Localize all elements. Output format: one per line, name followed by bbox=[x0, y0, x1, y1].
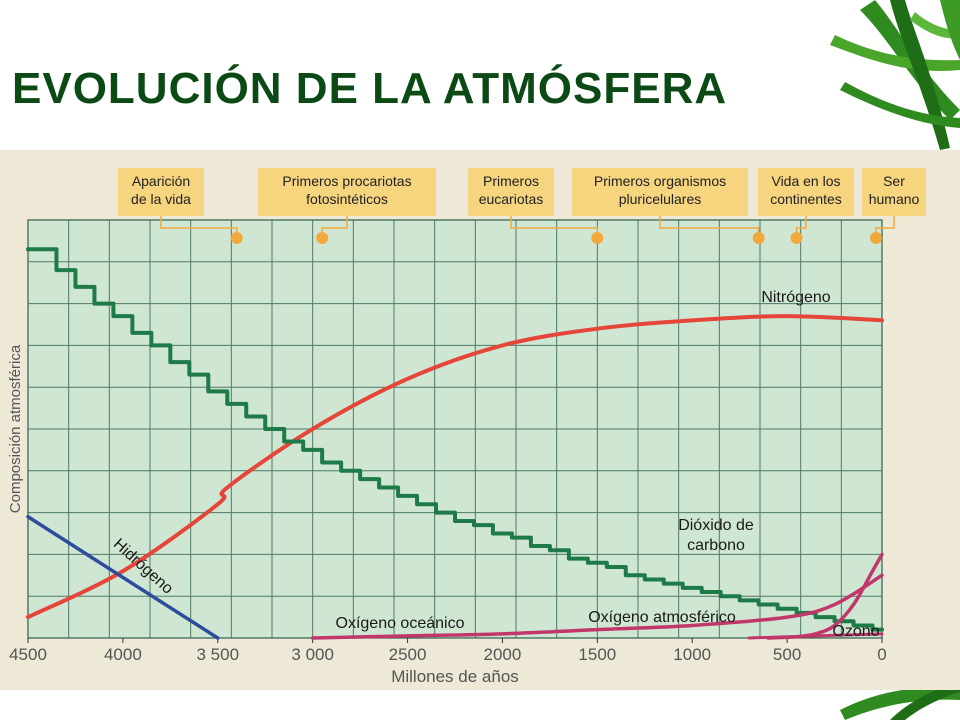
label-carbon-dioxide: Dióxido de carbono bbox=[678, 517, 754, 554]
grid bbox=[28, 220, 882, 638]
plot-border bbox=[27, 219, 883, 639]
x-tick-label: 3 500 bbox=[197, 645, 240, 664]
event-box bbox=[758, 168, 854, 216]
event-box bbox=[862, 168, 926, 216]
event-label: Vida en los continentes bbox=[770, 173, 842, 207]
event-life-on-land: Vida en los continentes bbox=[758, 168, 854, 244]
series-oceanic-oxygen bbox=[310, 573, 884, 640]
label-oceanic-oxygen: Oxígeno oceánico bbox=[336, 615, 465, 632]
event-box bbox=[572, 168, 748, 216]
y-axis-label: Composición atmosférica bbox=[7, 344, 24, 513]
event-box bbox=[468, 168, 554, 216]
x-axis-label: Millones de años bbox=[391, 667, 519, 686]
event-label: Aparición de la vida bbox=[131, 173, 191, 207]
event-marker bbox=[591, 232, 604, 244]
event-marker bbox=[316, 232, 329, 244]
bamboo-leaves-bottom-right bbox=[840, 680, 960, 720]
event-connector bbox=[510, 216, 599, 236]
event-marker bbox=[790, 232, 803, 244]
series-hydrogen bbox=[26, 515, 220, 640]
event-box bbox=[258, 168, 436, 216]
event-first-photosynthetic-prokaryotes: Primeros procariotas fotosintéticos bbox=[258, 168, 436, 244]
label-ozone: Ozono bbox=[832, 623, 879, 640]
x-tick-label: 1500 bbox=[578, 645, 616, 664]
event-marker bbox=[230, 232, 243, 244]
x-tick-label: 2000 bbox=[484, 645, 522, 664]
event-box bbox=[118, 168, 204, 216]
event-human: Ser humano bbox=[862, 168, 926, 244]
event-connector bbox=[321, 216, 348, 236]
series-ozone bbox=[747, 632, 884, 640]
event-connector bbox=[160, 216, 238, 236]
event-first-multicellular: Primeros organismos pluricelulares bbox=[572, 168, 765, 244]
x-tick-label: 4500 bbox=[9, 645, 47, 664]
event-label: Primeros eucariotas bbox=[479, 173, 544, 207]
x-tick-label: 3 000 bbox=[291, 645, 334, 664]
x-tick-label: 500 bbox=[773, 645, 801, 664]
event-marker bbox=[752, 232, 765, 244]
series-carbon-dioxide bbox=[26, 247, 884, 632]
event-label: Primeros procariotas fotosintéticos bbox=[282, 173, 411, 207]
x-tick-label: 0 bbox=[877, 645, 886, 664]
label-atmospheric-oxygen: Oxígeno atmosférico bbox=[588, 609, 736, 626]
x-tick-label: 4000 bbox=[104, 645, 142, 664]
label-nitrogen: Nitrógeno bbox=[761, 289, 830, 306]
bamboo-leaves-top-right bbox=[830, 0, 960, 150]
x-tick-label: 1000 bbox=[673, 645, 711, 664]
atmosphere-evolution-chart: 4500 4000 3 500 3 000 2500 2000 1500 1000 500 0 Mi… bbox=[0, 150, 960, 690]
series-nitrogen bbox=[26, 314, 884, 620]
event-origin-of-life: Aparición de la vida bbox=[118, 168, 243, 244]
event-connector bbox=[659, 216, 760, 236]
event-marker bbox=[870, 232, 882, 244]
event-first-eukaryotes: Primeros eucariotas bbox=[468, 168, 604, 244]
event-label: Ser humano bbox=[869, 173, 920, 207]
slide-title: EVOLUCIÓN DE LA ATMÓSFERA bbox=[12, 64, 728, 113]
event-label: Primeros organismos pluricelulares bbox=[594, 173, 726, 207]
x-tick-label: 2500 bbox=[389, 645, 427, 664]
